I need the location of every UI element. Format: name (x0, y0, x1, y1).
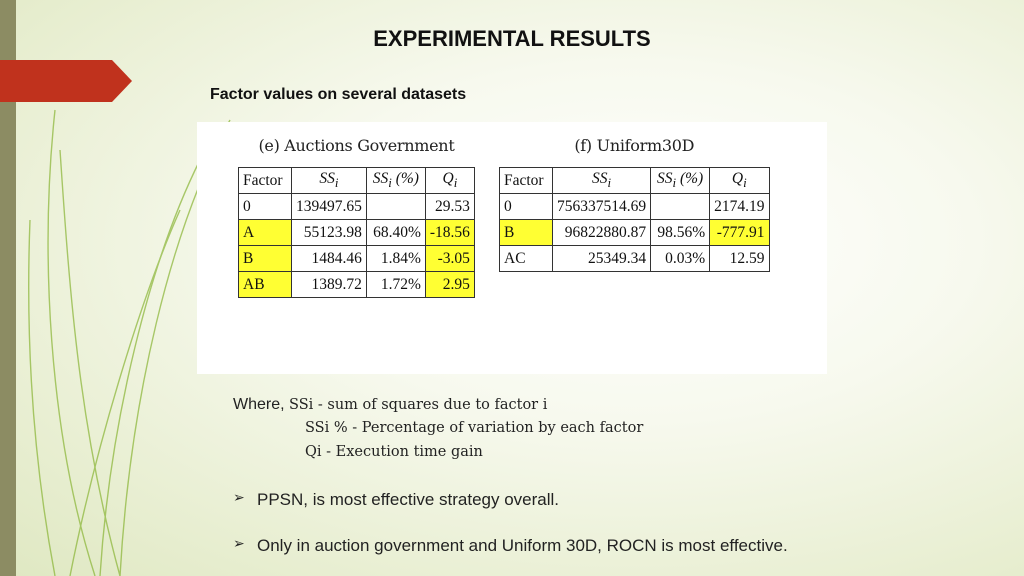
where-label: Where, (233, 396, 285, 413)
ss-cell: 25349.34 (551, 245, 652, 272)
table-auctions-government: (e) Auctions Government Factor SSi SSi (… (238, 136, 475, 298)
factor-table: Factor SSi SSi (%) Qi 0 139497.65 29.53 … (238, 167, 475, 298)
q-cell: -777.91 (709, 219, 770, 246)
table-title: (e) Auctions Government (258, 136, 455, 155)
note-line: SSi % - Percentage of variation by each … (305, 420, 644, 436)
q-cell: -18.56 (424, 219, 475, 246)
q-cell: -3.05 (424, 245, 475, 272)
note-line: Qi - Execution time gain (305, 444, 483, 460)
bullet-text: PPSN, is most effective strategy overall… (257, 490, 560, 509)
pct-cell: 0.03% (650, 245, 711, 272)
table-row: 0 139497.65 29.53 (238, 193, 475, 220)
bullet-item: ➢ PPSN, is most effective strategy overa… (233, 489, 793, 511)
factor-table: Factor SSi SSi (%) Qi 0 756337514.69 217… (499, 167, 770, 272)
pct-cell (650, 193, 711, 220)
ss-cell: 55123.98 (291, 219, 367, 246)
ss-cell: 139497.65 (291, 193, 367, 220)
q-cell: 29.53 (424, 193, 475, 220)
table-header-row: Factor SSi SSi (%) Qi (499, 167, 770, 194)
arrow-bullet-icon: ➢ (233, 489, 245, 505)
table-row: AC 25349.34 0.03% 12.59 (499, 245, 770, 272)
left-accent-bar (0, 0, 16, 576)
pct-cell: 68.40% (365, 219, 426, 246)
table-row: B 96822880.87 98.56% -777.91 (499, 219, 770, 246)
column-header: Factor (238, 167, 292, 194)
slide-subtitle: Factor values on several datasets (210, 86, 467, 103)
ss-cell: 1484.46 (291, 245, 367, 272)
factor-cell: A (238, 219, 292, 246)
pct-cell: 98.56% (650, 219, 711, 246)
q-cell: 2.95 (424, 271, 475, 298)
pct-cell (365, 193, 426, 220)
note-line: Where, SSi - sum of squares due to facto… (233, 396, 547, 414)
column-header: Qi (709, 167, 770, 194)
decorative-lines (28, 109, 231, 576)
column-header: SSi (%) (650, 167, 711, 194)
column-header: Qi (424, 167, 475, 194)
arrow-bullet-icon: ➢ (233, 535, 245, 551)
factor-cell: B (238, 245, 292, 272)
table-header-row: Factor SSi SSi (%) Qi (238, 167, 475, 194)
slide-title: EXPERIMENTAL RESULTS (373, 26, 651, 51)
factor-cell: 0 (499, 193, 553, 220)
q-cell: 12.59 (709, 245, 770, 272)
table-row: AB 1389.72 1.72% 2.95 (238, 271, 475, 298)
table-row: A 55123.98 68.40% -18.56 (238, 219, 475, 246)
bullet-item: ➢ Only in auction government and Uniform… (233, 535, 793, 557)
ss-cell: 756337514.69 (551, 193, 652, 220)
table-title: (f) Uniform30D (574, 136, 695, 155)
column-header: SSi (551, 167, 652, 194)
pct-cell: 1.72% (365, 271, 426, 298)
table-row: B 1484.46 1.84% -3.05 (238, 245, 475, 272)
table-row: 0 756337514.69 2174.19 (499, 193, 770, 220)
factor-cell: AB (238, 271, 292, 298)
pct-cell: 1.84% (365, 245, 426, 272)
ss-cell: 96822880.87 (551, 219, 652, 246)
note-text: SSi - sum of squares due to factor i (289, 397, 548, 413)
factor-cell: AC (499, 245, 553, 272)
column-header: SSi (291, 167, 367, 194)
ss-cell: 1389.72 (291, 271, 367, 298)
table-uniform30d: (f) Uniform30D Factor SSi SSi (%) Qi 0 7… (499, 136, 770, 272)
factor-cell: B (499, 219, 553, 246)
figure-panel: (e) Auctions Government Factor SSi SSi (… (197, 122, 827, 374)
column-header: Factor (499, 167, 553, 194)
factor-cell: 0 (238, 193, 292, 220)
accent-tab (0, 60, 132, 102)
bullet-text: Only in auction government and Uniform 3… (257, 536, 788, 555)
column-header: SSi (%) (365, 167, 426, 194)
q-cell: 2174.19 (709, 193, 770, 220)
